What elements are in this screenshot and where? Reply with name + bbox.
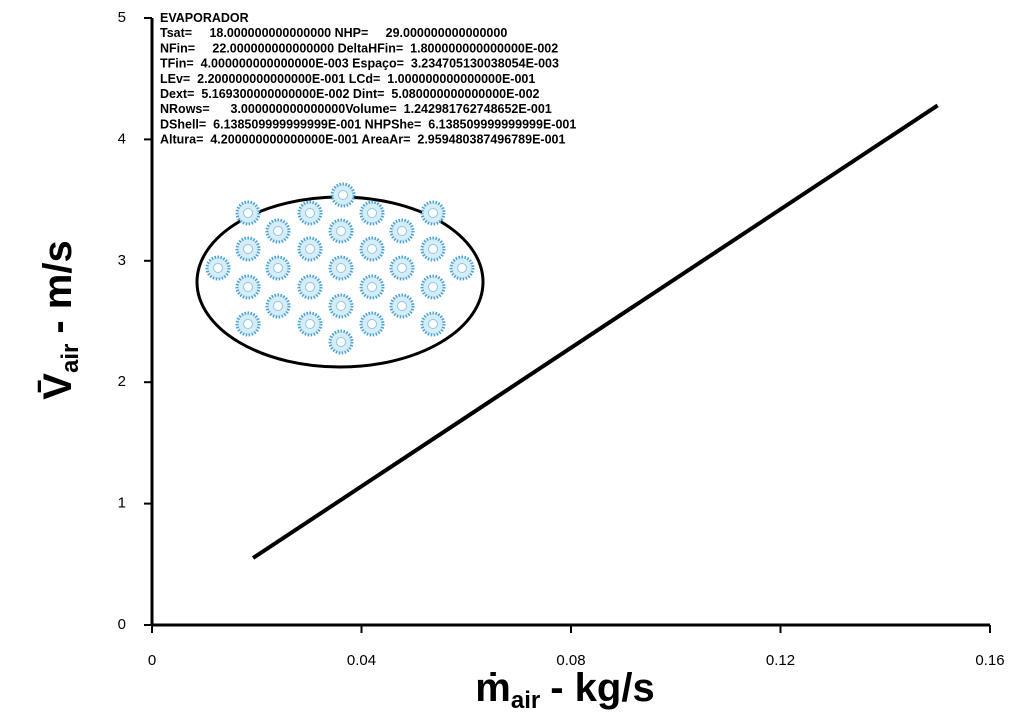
tube — [398, 264, 407, 273]
tube — [398, 302, 407, 311]
tube — [274, 302, 283, 311]
tube — [337, 338, 346, 347]
x-tick-label: 0.12 — [766, 652, 795, 669]
tube — [244, 283, 253, 292]
tube — [339, 191, 348, 200]
x-tick-label: 0 — [148, 652, 156, 669]
annotation-line: TFin= 4.000000000000000E-003 Espaço= 3.2… — [160, 57, 559, 71]
tube — [306, 209, 315, 218]
tube — [244, 245, 253, 254]
y-tick-label: 5 — [118, 9, 126, 26]
x-label-rest: - kg/s — [550, 666, 654, 710]
x-label-main: ṁ — [475, 666, 511, 710]
x-tick-label: 0.04 — [347, 652, 376, 669]
tube — [274, 227, 283, 236]
tube — [429, 283, 438, 292]
y-axis-label: V̄air - m/s — [36, 240, 85, 399]
y-tick-label: 4 — [118, 130, 126, 147]
y-label-main: V̄ — [36, 373, 80, 400]
annotation-line: EVAPORADOR — [160, 11, 249, 25]
chart: 01234500.040.080.120.16ṁair- kg/sV̄air- … — [0, 0, 1015, 722]
tube — [244, 209, 253, 218]
annotation-line: DShell= 6.138509999999999E-001 NHPShe= 6… — [160, 117, 576, 131]
tube — [306, 320, 315, 329]
tube — [429, 245, 438, 254]
tube — [244, 320, 253, 329]
y-label-rest: - m/s — [36, 240, 80, 333]
tube — [214, 264, 223, 273]
tube — [368, 283, 377, 292]
annotation-line: NRows= 3.000000000000000Volume= 1.242981… — [160, 102, 552, 116]
annotation-line: Tsat= 18.000000000000000 NHP= 29.0000000… — [160, 26, 507, 40]
tube — [368, 209, 377, 218]
tube — [429, 209, 438, 218]
x-label-sub: air — [511, 687, 540, 714]
tube — [337, 227, 346, 236]
tube — [306, 245, 315, 254]
y-tick-label: 2 — [118, 373, 126, 390]
tube-bundle-drawing — [197, 184, 483, 367]
annotation-line: Dext= 5.169300000000000E-002 Dint= 5.080… — [160, 87, 540, 101]
tube — [398, 227, 407, 236]
tube — [306, 283, 315, 292]
y-label-sub: air — [57, 344, 84, 373]
annotation-line: LEv= 2.200000000000000E-001 LCd= 1.00000… — [160, 72, 535, 86]
y-tick-label: 0 — [118, 616, 126, 633]
tube — [368, 245, 377, 254]
annotation-line: NFin= 22.000000000000000 DeltaHFin= 1.80… — [160, 41, 558, 55]
tube — [337, 264, 346, 273]
tube — [458, 264, 467, 273]
tube — [368, 320, 377, 329]
y-tick-label: 3 — [118, 252, 126, 269]
x-tick-label: 0.16 — [975, 652, 1004, 669]
annotation-line: Altura= 4.200000000000000E-001 AreaAr= 2… — [160, 133, 565, 147]
x-axis-label: ṁair - kg/s — [475, 666, 654, 715]
tube — [429, 320, 438, 329]
y-tick-label: 1 — [118, 495, 126, 512]
tube — [274, 264, 283, 273]
tube — [337, 302, 346, 311]
